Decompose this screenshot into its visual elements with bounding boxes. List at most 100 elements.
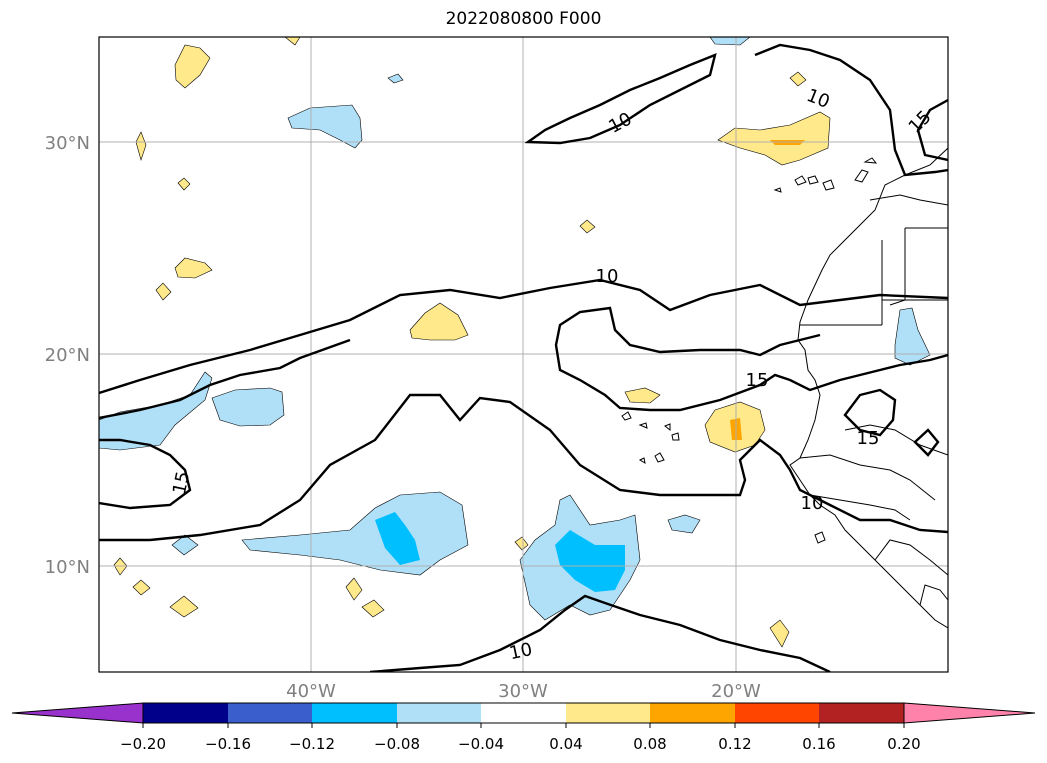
lat-labels: 30°N 20°N 10°N [45, 133, 90, 578]
canary-island-6 [773, 187, 782, 193]
positive-area-mid-3 [624, 387, 661, 404]
lat-label-10n: 10°N [45, 557, 90, 578]
gridlines [99, 37, 948, 672]
contour-label-10-e: 10 [507, 639, 534, 664]
contour-10-south [369, 594, 831, 672]
lon-label-40w: 40°W [286, 681, 336, 702]
colorbar-bin-2 [228, 703, 312, 723]
cape-verde-island-6 [638, 457, 646, 465]
cape-verde-island-1 [621, 411, 632, 421]
colorbar-bin-4 [397, 703, 481, 723]
colorbar-tick-label-7: 0.08 [633, 735, 666, 753]
negative-area-north-1 [287, 104, 363, 149]
negative-area-north-3 [709, 37, 751, 46]
colorbar-bin-1 [143, 703, 228, 723]
lat-label-20n: 20°N [45, 345, 90, 366]
positive-area-mid-1 [409, 302, 469, 341]
negative-area-north-2 [387, 73, 404, 84]
contour-label-10-d: 10 [801, 493, 824, 514]
colorbar-ticks [142, 723, 905, 728]
colorbar-tick-label-6: 0.04 [549, 735, 582, 753]
contour-label-15-c: 15 [857, 428, 880, 449]
bissagos-islands [814, 531, 826, 544]
positive-area-sw-5 [361, 599, 385, 618]
positive-area-nw-4 [177, 177, 191, 191]
positive-area-sw-3 [169, 595, 199, 618]
positive-area-nw-2 [284, 37, 301, 46]
contour-label-15-d: 15 [169, 469, 194, 496]
contour-lines [99, 43, 948, 672]
anomaly-fills [99, 37, 931, 648]
lon-label-30w: 30°W [498, 681, 548, 702]
positive-area-sw-4 [345, 577, 363, 601]
colorbar-bin-8 [735, 703, 819, 723]
colorbar-tick-label-5: −0.04 [458, 735, 504, 753]
contour-15-east [554, 306, 948, 412]
negative-area-central-2-core [555, 530, 625, 592]
contour-10-main [99, 278, 948, 395]
colorbar-extend-low [11, 702, 144, 724]
contour-15-ne [916, 98, 948, 162]
contour-10-lower-main [99, 338, 351, 420]
positive-area-mid-4 [514, 536, 529, 551]
colorbar-tick-label-10: 0.20 [887, 735, 920, 753]
border-senegal [799, 454, 936, 501]
negative-area-west-2 [211, 387, 285, 427]
lat-label-30n: 30°N [45, 133, 90, 154]
colorbar-tick-label-3: −0.12 [289, 735, 335, 753]
canary-island-4 [854, 169, 869, 183]
canary-island-1 [794, 175, 807, 186]
colorbar-bin-3 [312, 703, 397, 723]
colorbar-tick-label-9: 0.16 [802, 735, 835, 753]
negative-area-east-2 [894, 307, 931, 366]
contour-15-main [99, 438, 192, 510]
colorbar-tick-label-1: −0.20 [120, 735, 166, 753]
contour-label-10-b: 10 [804, 85, 833, 113]
positive-area-nw-6 [155, 282, 172, 301]
map-title: 2022080800 F000 [445, 9, 602, 29]
contour-label-15-b: 15 [746, 370, 769, 391]
cape-verde-island-5 [654, 452, 665, 463]
colorbar: −0.20 −0.16 −0.12 −0.08 −0.04 0.04 0.08 … [11, 702, 1036, 753]
negative-area-central-1-core [375, 512, 420, 565]
contour-label-10-a: 10 [605, 108, 635, 137]
contour-15-south [99, 393, 948, 542]
canary-island-2 [807, 175, 819, 185]
colorbar-bin-9 [819, 703, 904, 723]
positive-area-mid-2 [579, 219, 596, 234]
border-morocco [869, 194, 948, 206]
positive-area-ne-1 [717, 111, 831, 166]
negative-area-atlantic-west [99, 371, 213, 451]
colorbar-bin-6 [566, 703, 650, 723]
colorbar-frame [142, 702, 905, 724]
canary-island-3 [822, 179, 835, 191]
positive-area-nw-3 [135, 131, 147, 162]
positive-area-ne-2 [789, 71, 807, 87]
positive-area-se-1 [769, 619, 790, 648]
positive-area-nw-1 [174, 44, 211, 89]
coastline-africa-west [789, 147, 948, 629]
contour-15-small [843, 388, 897, 437]
colorbar-tick-label-2: −0.16 [205, 735, 251, 753]
coastlines [621, 147, 948, 629]
border-inner-3 [919, 584, 948, 606]
contour-10-ne [754, 43, 948, 177]
border-algeria-vertical [889, 228, 906, 306]
contour-label-15-a: 15 [905, 107, 936, 138]
canary-island-5 [863, 157, 878, 164]
cape-verde-island-2 [638, 422, 648, 429]
colorbar-extend-high [903, 702, 1036, 724]
border-inner-1 [844, 424, 948, 456]
lon-label-20w: 20°W [711, 681, 761, 702]
contour-10-north [524, 53, 717, 145]
contour-label-10-c: 10 [596, 266, 619, 287]
cape-verde-island-4 [671, 432, 680, 441]
colorbar-bin-5 [481, 703, 566, 723]
contour-15-tiny [913, 428, 940, 457]
negative-area-east-1 [667, 514, 701, 534]
colorbar-tick-label-4: −0.08 [374, 735, 420, 753]
cape-verde-island-3 [664, 423, 671, 432]
negative-area-central-1 [241, 491, 469, 576]
positive-area-nw-5 [174, 257, 213, 279]
